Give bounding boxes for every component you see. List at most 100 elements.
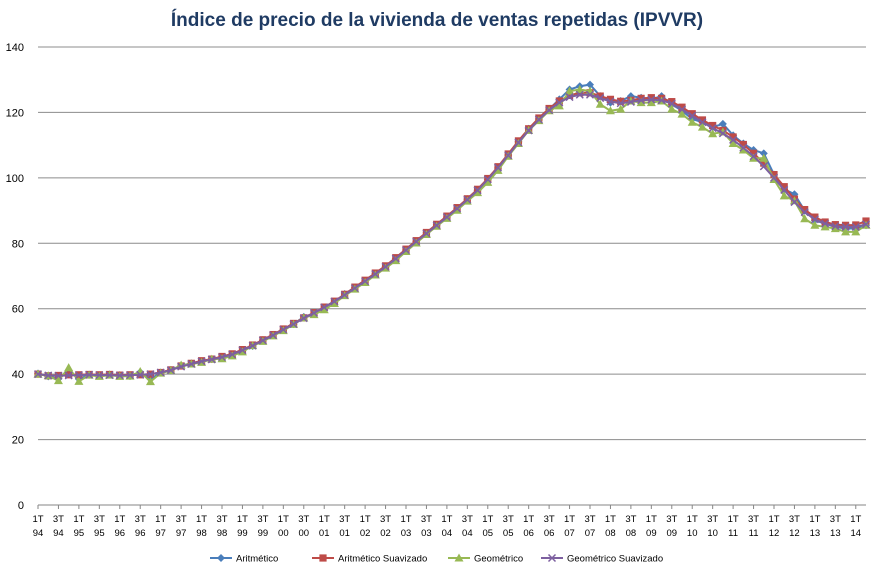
x-tick-quarter: 3T (135, 514, 146, 525)
data-point (340, 290, 349, 300)
x-tick-year: 96 (135, 528, 146, 539)
data-point (851, 222, 860, 231)
x-tick-quarter: 1T (768, 514, 779, 525)
data-point (688, 111, 697, 120)
x-tick-year: 13 (810, 528, 821, 539)
data-point (391, 254, 400, 263)
x-tick-year: 08 (626, 528, 637, 539)
x-tick-quarter: 1T (728, 514, 739, 525)
data-point (483, 175, 492, 184)
series-2 (34, 89, 870, 380)
x-tick-quarter: 1T (646, 514, 657, 525)
data-point (74, 371, 83, 380)
x-tick-year: 05 (482, 528, 493, 539)
x-tick-year: 13 (830, 528, 841, 539)
data-point (309, 308, 319, 317)
data-point (667, 99, 676, 108)
x-tick-year: 98 (217, 528, 228, 539)
data-point (841, 222, 850, 231)
x-tick-year: 11 (749, 528, 759, 539)
data-point (145, 377, 155, 386)
data-point (800, 208, 809, 217)
data-point (687, 117, 697, 126)
data-point (146, 370, 155, 379)
x-tick-year: 03 (401, 528, 412, 539)
x-tick-quarter: 3T (216, 514, 227, 525)
data-point (595, 99, 605, 108)
data-point (821, 218, 829, 226)
data-point (74, 376, 84, 385)
data-point (381, 262, 390, 271)
y-tick-label: 60 (12, 304, 24, 316)
x-tick-year: 07 (564, 528, 575, 539)
data-point (565, 86, 575, 95)
data-point (136, 370, 145, 379)
series-line (37, 83, 867, 381)
x-tick-quarter: 1T (850, 514, 861, 525)
data-point (800, 214, 810, 223)
data-point (698, 116, 707, 124)
data-point (177, 362, 186, 371)
data-point (64, 363, 74, 372)
data-point (780, 185, 789, 194)
data-point (330, 297, 339, 306)
data-point (207, 355, 216, 364)
x-tick-quarter: 3T (462, 514, 473, 525)
data-point (453, 204, 462, 213)
data-point (789, 196, 799, 205)
data-point (586, 80, 594, 89)
x-tick-year: 09 (666, 528, 677, 539)
x-tick-year: 02 (360, 528, 371, 539)
data-point (810, 220, 820, 229)
data-point (605, 106, 615, 115)
data-point (217, 353, 227, 362)
x-tick-quarter: 3T (94, 514, 105, 525)
x-tick-quarter: 3T (830, 514, 841, 525)
x-tick-quarter: 1T (319, 514, 330, 525)
series-line (37, 88, 867, 384)
data-point (575, 90, 584, 99)
data-point (841, 227, 851, 236)
x-tick-quarter: 1T (605, 514, 616, 525)
x-tick-quarter: 1T (196, 514, 207, 525)
x-tick-quarter: 3T (748, 514, 759, 525)
x-tick-quarter: 1T (441, 514, 452, 525)
data-point (483, 177, 493, 186)
y-tick-label: 120 (6, 107, 24, 119)
data-point (668, 98, 676, 106)
x-tick-quarter: 1T (687, 514, 698, 525)
x-tick-year: 99 (237, 528, 248, 539)
data-point (728, 139, 738, 148)
data-point (391, 256, 401, 265)
x-tick-quarter: 3T (584, 514, 595, 525)
x-tick-year: 07 (585, 528, 596, 539)
x-tick-year: 06 (523, 528, 534, 539)
legend-label: Geométrico Suavizado (567, 554, 663, 565)
legend: Aritmético Aritmético Suavizado Geométrico… (210, 553, 663, 565)
data-point (841, 221, 850, 229)
x-tick-quarter: 1T (523, 514, 534, 525)
data-point (759, 153, 769, 162)
x-tick-quarter: 3T (666, 514, 677, 525)
y-tick-label: 140 (6, 42, 24, 54)
data-point (801, 205, 809, 214)
data-point (412, 237, 421, 246)
x-tick-quarter: 1T (32, 514, 43, 525)
data-point (248, 341, 257, 350)
data-point (534, 115, 543, 124)
x-tick-year: 97 (155, 528, 166, 539)
data-point (545, 106, 554, 115)
data-point (371, 270, 380, 279)
x-tick-quarter: 3T (257, 514, 268, 525)
data-point (64, 371, 73, 380)
data-point (617, 97, 625, 105)
data-point (678, 103, 686, 111)
x-tick-quarter: 1T (809, 514, 820, 525)
data-point (554, 101, 564, 110)
data-point (463, 195, 472, 204)
y-tick-label: 80 (12, 238, 24, 250)
x-tick-year: 09 (646, 528, 657, 539)
data-point (442, 213, 451, 222)
data-point (596, 94, 605, 103)
x-tick-year: 00 (278, 528, 289, 539)
